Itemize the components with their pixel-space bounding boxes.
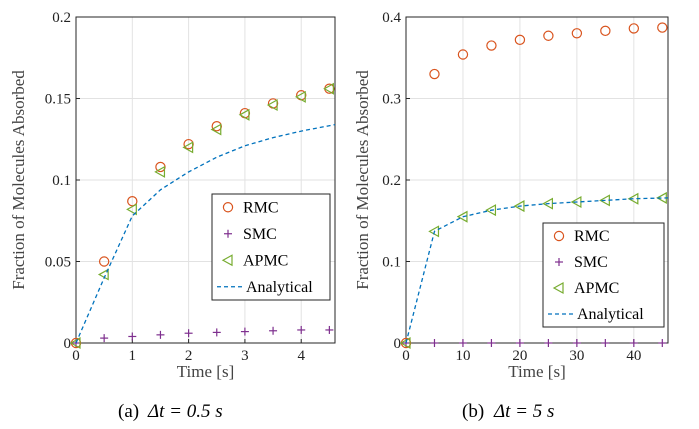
point-apmc-a-5 [210, 123, 222, 136]
caption-b-prefix: (b) [462, 401, 484, 422]
legend-swatch-rmc-b [553, 230, 565, 242]
point-smc-a-6 [240, 327, 249, 336]
legend-box-b [542, 222, 665, 328]
ytick-label-b-0: 0 [394, 336, 402, 352]
chart-panel-a: 0 1 2 3 4 0 0.05 0.1 0.15 0.2 Time [s] Fraction of … [9, 10, 336, 381]
point-rmc-b-5 [543, 30, 554, 41]
legend-swatch-rmc-a [222, 202, 234, 213]
legend-label-smc-a: SMC [243, 226, 277, 243]
y-axis-label-a: Fraction of Molecules Absorbed [9, 70, 28, 290]
ytick-label-a-3: 0.15 [45, 92, 71, 108]
ytick-label-a-2: 0.1 [52, 173, 71, 189]
point-smc-a-4 [184, 329, 193, 338]
point-rmc-a-2 [127, 195, 138, 207]
point-smc-a-1 [100, 334, 109, 343]
x-axis-label-a: Time [s] [177, 362, 234, 381]
point-smc-b-2 [458, 339, 467, 347]
point-apmc-b-4 [513, 200, 525, 213]
point-smc-b-9 [658, 339, 667, 347]
point-smc-b-7 [601, 339, 610, 347]
xtick-label-a-3: 3 [241, 348, 249, 364]
point-rmc-b-7 [600, 25, 611, 37]
xtick-label-b-4: 40 [626, 348, 641, 364]
point-rmc-b-6 [571, 28, 583, 39]
point-smc-a-3 [156, 330, 165, 339]
point-smc-a-2 [128, 332, 137, 341]
point-apmc-b-2 [456, 210, 468, 223]
xtick-label-b-3: 30 [569, 348, 584, 364]
x-axis-label-b: Time [s] [508, 362, 565, 381]
point-smc-b-5 [544, 339, 553, 347]
point-rmc-b-4 [514, 34, 526, 46]
point-smc-b-3 [487, 339, 496, 347]
xtick-label-a-4: 4 [297, 348, 305, 364]
point-rmc-b-1 [429, 68, 440, 80]
ytick-label-b-4: 0.4 [382, 10, 401, 26]
legend-label-apmc-b: APMC [574, 280, 619, 297]
ytick-label-a-0: 0 [64, 336, 72, 352]
legend-box-a [211, 193, 331, 301]
caption-b-math: Δt = 5 s [493, 401, 554, 422]
point-apmc-a-2 [126, 203, 137, 216]
xtick-label-a-2: 2 [185, 348, 193, 364]
ytick-label-b-2: 0.2 [382, 173, 401, 189]
caption-a-prefix: (a) [118, 401, 139, 422]
legend-label-apmc-a: APMC [243, 252, 288, 269]
point-apmc-b-3 [485, 204, 497, 217]
point-apmc-a-1 [97, 268, 109, 281]
point-smc-a-8 [297, 325, 306, 334]
legend-label-smc-b: SMC [574, 254, 608, 271]
series-analytical-line-a [75, 123, 336, 344]
point-apmc-a-6 [238, 108, 250, 121]
ytick-label-a-1: 0.05 [45, 255, 71, 271]
xtick-label-b-2: 20 [512, 348, 527, 364]
xtick-label-a-0: 0 [72, 348, 80, 364]
legend-swatch-smc-a [224, 229, 232, 238]
point-apmc-a-3 [154, 165, 166, 178]
point-smc-b-4 [515, 339, 524, 347]
point-rmc-b-3 [486, 40, 497, 51]
point-rmc-b-2 [457, 49, 469, 60]
legend-label-rmc-a: RMC [243, 199, 279, 216]
point-rmc-b-8 [628, 23, 640, 34]
point-apmc-a-9 [323, 82, 334, 95]
chart-panel-b: 0 10 20 30 40 0 0.1 0.2 0.3 0.4 Time [s] Fraction o… [353, 10, 669, 381]
point-apmc-a-4 [182, 141, 194, 154]
legend-swatch-smc-b [555, 258, 563, 266]
xtick-label-a-1: 1 [129, 348, 137, 364]
legend-label-analytical-b: Analytical [577, 306, 644, 323]
legend-swatch-apmc-b [552, 281, 564, 295]
ytick-label-b-1: 0.1 [382, 255, 401, 271]
point-rmc-a-1 [98, 256, 110, 267]
ytick-label-a-4: 0.2 [52, 10, 71, 26]
point-apmc-b-5 [542, 197, 553, 210]
point-smc-b-1 [430, 339, 439, 347]
point-smc-b-8 [629, 339, 638, 347]
xtick-label-b-1: 10 [455, 348, 470, 364]
legend-a: RMC SMC APMC Analytical [211, 193, 331, 301]
series-analytical-line-b [405, 197, 669, 344]
point-apmc-a-8 [294, 90, 306, 103]
xtick-label-b-0: 0 [402, 348, 410, 364]
point-apmc-a-7 [266, 99, 278, 112]
legend-label-analytical-a: Analytical [246, 279, 313, 296]
point-smc-a-7 [269, 326, 278, 335]
legend-swatch-apmc-a [221, 254, 233, 267]
point-apmc-a-0 [69, 336, 81, 350]
point-smc-a-9 [325, 325, 334, 334]
caption-a-math: Δt = 0.5 s [147, 401, 223, 422]
point-smc-a-5 [212, 328, 221, 337]
point-apmc-b-0 [399, 336, 411, 350]
point-smc-b-6 [572, 339, 581, 347]
point-rmc-b-9 [657, 22, 668, 33]
ytick-label-b-3: 0.3 [382, 92, 401, 108]
legend-label-rmc-b: RMC [574, 228, 610, 245]
legend-b: RMC SMC APMC Analytical [542, 222, 665, 328]
y-axis-label-b: Fraction of Molecules Absorbed [353, 70, 372, 290]
